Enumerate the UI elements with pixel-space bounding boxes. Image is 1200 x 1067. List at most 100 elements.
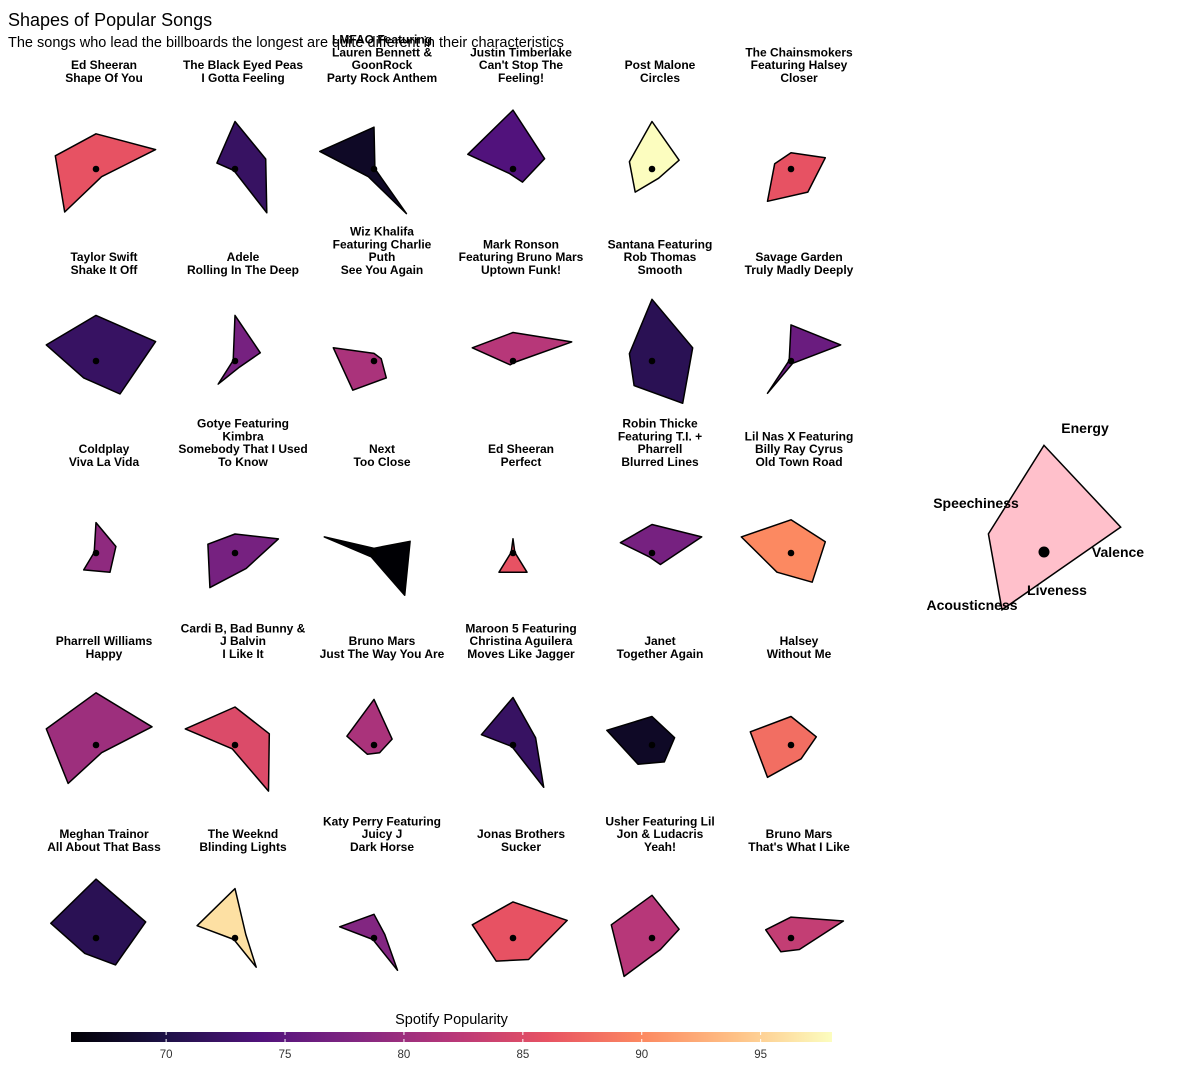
song-title-line: Party Rock Anthem bbox=[327, 71, 437, 85]
song-shape bbox=[606, 715, 676, 765]
song-center-dot bbox=[787, 741, 795, 749]
song-title-line: Justin Timberlake bbox=[470, 45, 572, 59]
colorbar-tick-label: 90 bbox=[635, 1049, 648, 1061]
song-title-line: Ed Sheeran bbox=[488, 442, 554, 456]
colorbar-tick-label: 85 bbox=[516, 1049, 529, 1061]
song-shape bbox=[319, 126, 408, 215]
song-title-line: GoonRock bbox=[352, 58, 413, 72]
song-center-dot bbox=[370, 934, 378, 942]
song-title-line: The Chainsmokers bbox=[745, 45, 853, 59]
song-center-dot bbox=[648, 357, 656, 365]
song-shape bbox=[338, 913, 399, 972]
song-shape bbox=[749, 715, 818, 779]
song-title-line: Taylor Swift bbox=[70, 250, 137, 264]
song-title-line: Wiz Khalifa bbox=[350, 225, 414, 239]
song-title-line: Lauren Bennett & bbox=[332, 45, 432, 59]
song-title-line: Rob Thomas bbox=[624, 250, 697, 264]
song-shape bbox=[332, 347, 388, 391]
song-shape bbox=[216, 120, 268, 214]
song-title-line: Jon & Ludacris bbox=[617, 827, 704, 841]
song-shape bbox=[50, 878, 147, 966]
song-title-line: Pharrell Williams bbox=[56, 634, 153, 648]
song-shape bbox=[217, 314, 262, 385]
song-center-dot bbox=[787, 934, 795, 942]
song-shape bbox=[628, 120, 680, 193]
song-title-line: Truly Madly Deeply bbox=[745, 263, 854, 277]
legend-center-dot bbox=[1038, 546, 1050, 558]
song-shape bbox=[196, 887, 257, 968]
song-title-line: Savage Garden bbox=[755, 250, 842, 264]
song-title-line: Cardi B, Bad Bunny & bbox=[181, 621, 306, 635]
song-title-line: Uptown Funk! bbox=[481, 263, 561, 277]
song-title-line: Adele bbox=[227, 250, 260, 264]
song-title-line: All About That Bass bbox=[47, 840, 161, 854]
song-center-dot bbox=[787, 357, 795, 365]
song-center-dot bbox=[648, 549, 656, 557]
song-title-line: Kimbra bbox=[222, 429, 264, 443]
song-title-line: LMFAO Featuring bbox=[332, 33, 432, 47]
song-center-dot bbox=[231, 165, 239, 173]
song-title-line: Next bbox=[369, 442, 395, 456]
song-center-dot bbox=[231, 357, 239, 365]
axis-label-liveness: Liveness bbox=[1027, 582, 1087, 598]
song-title-line: J Balvin bbox=[220, 634, 266, 648]
song-title-line: Sucker bbox=[501, 840, 541, 854]
song-shape bbox=[766, 152, 827, 203]
song-shape bbox=[207, 533, 280, 589]
legend-shape bbox=[987, 444, 1122, 612]
song-title-line: Shape Of You bbox=[65, 71, 143, 85]
song-center-dot bbox=[509, 549, 517, 557]
song-title-line: Juicy J bbox=[362, 827, 403, 841]
song-title-line: Featuring T.I. + bbox=[618, 429, 702, 443]
song-title-line: Circles bbox=[640, 71, 680, 85]
song-title-line: I Gotta Feeling bbox=[201, 71, 284, 85]
song-title-line: I Like It bbox=[222, 647, 263, 661]
song-title-line: Shake It Off bbox=[71, 263, 139, 277]
song-title-line: Somebody That I Used bbox=[178, 442, 307, 456]
song-title-line: Closer bbox=[780, 71, 818, 85]
song-shape bbox=[610, 894, 680, 978]
song-title-line: Smooth bbox=[638, 263, 683, 277]
song-title-line: Meghan Trainor bbox=[59, 827, 149, 841]
song-title-line: Together Again bbox=[617, 647, 704, 661]
song-title-line: Feeling! bbox=[498, 71, 544, 85]
colorbar-tick-label: 75 bbox=[279, 1049, 292, 1061]
song-shape bbox=[45, 692, 153, 785]
song-title-line: Usher Featuring Lil bbox=[605, 814, 714, 828]
song-title-line: Featuring Charlie bbox=[333, 237, 432, 251]
song-title-line: Perfect bbox=[501, 455, 542, 469]
song-title-line: Halsey bbox=[780, 634, 819, 648]
song-title-line: Blinding Lights bbox=[199, 840, 287, 854]
song-title-line: Janet bbox=[644, 634, 675, 648]
colorbar-tick-label: 80 bbox=[398, 1049, 411, 1061]
song-title-line: Happy bbox=[86, 647, 123, 661]
song-title-line: The Weeknd bbox=[208, 827, 278, 841]
song-title-line: Gotye Featuring bbox=[197, 417, 289, 431]
song-center-dot bbox=[92, 165, 100, 173]
song-title-line: See You Again bbox=[341, 263, 423, 277]
song-center-dot bbox=[231, 741, 239, 749]
song-title-line: Post Malone bbox=[625, 58, 696, 72]
song-center-dot bbox=[231, 549, 239, 557]
song-shape bbox=[323, 536, 411, 597]
song-shape bbox=[54, 133, 157, 213]
song-center-dot bbox=[509, 934, 517, 942]
song-title-line: Coldplay bbox=[79, 442, 130, 456]
song-center-dot bbox=[231, 934, 239, 942]
song-shape bbox=[82, 521, 117, 573]
